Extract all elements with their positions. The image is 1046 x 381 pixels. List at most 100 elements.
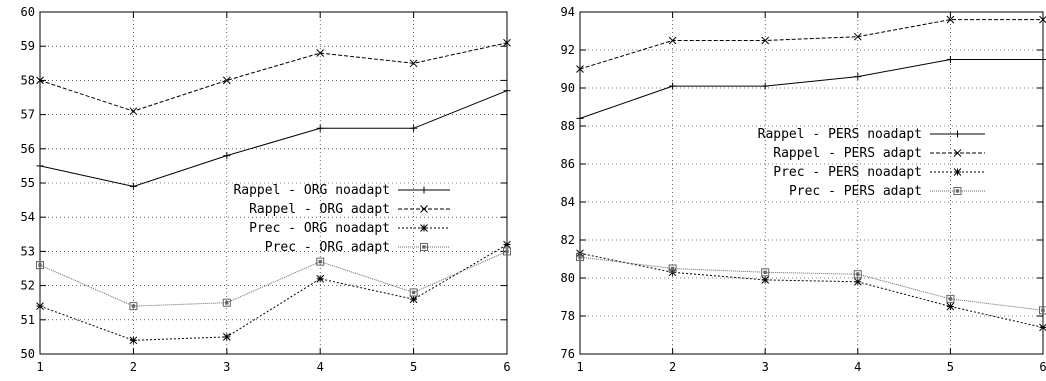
data-point <box>1039 306 1046 315</box>
y-tick-label: 59 <box>21 39 35 53</box>
legend-label: Prec - ORG adapt <box>265 240 390 255</box>
data-point <box>576 114 584 122</box>
y-tick-label: 60 <box>21 5 35 19</box>
x-tick-label: 4 <box>317 360 324 374</box>
x-tick-label: 5 <box>947 360 954 374</box>
data-point <box>222 333 231 341</box>
data-point <box>853 270 862 279</box>
chart-pers: 76 78 80 82 84 86 88 90 92 94 1 2 3 4 5 6 Rappel - PERS … <box>561 5 1046 374</box>
legend-marker <box>420 224 428 232</box>
y-tick-label: 58 <box>21 73 35 87</box>
data-point <box>129 302 138 311</box>
data-point <box>316 49 325 57</box>
y-tick-label: 50 <box>21 347 35 361</box>
series-3 <box>576 249 1046 332</box>
y-tick-label: 88 <box>561 119 575 133</box>
x-tick-label: 2 <box>669 360 676 374</box>
y-tick-label: 90 <box>561 81 575 95</box>
x-tick-label: 1 <box>576 360 583 374</box>
legend-label: Rappel - ORG adapt <box>249 202 390 217</box>
data-point <box>576 65 584 73</box>
data-point <box>946 56 954 63</box>
data-point <box>36 261 44 270</box>
plot-frame <box>579 11 1044 355</box>
series-2 <box>36 38 511 116</box>
series-3 <box>36 240 511 345</box>
series-1 <box>576 56 1046 122</box>
series-line <box>579 59 1043 119</box>
y-tick-label: 80 <box>561 271 575 285</box>
y-tick-label: 53 <box>21 244 35 258</box>
data-point <box>223 152 231 160</box>
y-tick-label: 51 <box>21 313 35 327</box>
data-point <box>222 298 231 307</box>
data-point <box>946 15 955 24</box>
data-point <box>503 87 511 95</box>
legend-label: Rappel - PERS noadapt <box>758 127 922 142</box>
axes: 76 78 80 82 84 86 88 90 92 94 1 2 3 4 5 6 <box>561 5 1046 374</box>
y-tick-label: 52 <box>21 279 35 293</box>
legend-label: Rappel - PERS adapt <box>773 146 922 161</box>
data-point <box>503 247 511 256</box>
y-tick-label: 92 <box>561 43 575 57</box>
data-point <box>854 73 862 81</box>
data-point <box>946 294 955 303</box>
data-point <box>668 264 677 273</box>
legend-marker <box>420 186 428 194</box>
legend-marker <box>953 187 962 195</box>
series-line <box>39 42 508 112</box>
series-line <box>39 90 508 187</box>
y-tick-label: 54 <box>21 210 35 224</box>
y-tick-label: 76 <box>561 347 575 361</box>
grid <box>580 12 1043 354</box>
x-tick-label: 3 <box>762 360 769 374</box>
legend-label: Prec - PERS noadapt <box>773 165 922 180</box>
data-point <box>669 82 677 90</box>
data-point <box>222 76 231 85</box>
x-tick-label: 2 <box>130 360 137 374</box>
x-tick-label: 3 <box>223 360 230 374</box>
data-point <box>503 240 511 249</box>
legend-marker <box>420 205 428 213</box>
legend: Rappel - ORG noadapt Rappel - ORG adapt Pr… <box>233 183 450 255</box>
y-tick-label: 82 <box>561 233 575 247</box>
data-point <box>853 277 862 286</box>
y-tick-label: 56 <box>21 142 35 156</box>
data-point <box>1039 56 1046 63</box>
data-point <box>503 38 511 47</box>
y-tick-label: 86 <box>561 157 575 171</box>
legend-marker <box>953 168 962 176</box>
series-4 <box>36 247 511 311</box>
legend: Rappel - PERS noadapt Rappel - PERS adapt… <box>758 127 985 199</box>
y-tick-label: 94 <box>561 5 575 19</box>
data-point <box>316 274 325 283</box>
data-point <box>761 268 770 277</box>
x-tick-label: 5 <box>410 360 417 374</box>
series-2 <box>576 15 1046 73</box>
data-point <box>409 295 418 304</box>
data-point <box>409 288 418 297</box>
x-tick-label: 1 <box>36 360 43 374</box>
data-point <box>576 253 584 262</box>
data-point <box>668 36 677 45</box>
y-tick-label: 57 <box>21 108 35 122</box>
legend-marker <box>420 243 428 251</box>
legend-label: Rappel - ORG noadapt <box>233 183 390 198</box>
legend-marker <box>953 149 962 157</box>
data-point <box>946 302 955 311</box>
series-1 <box>36 87 511 190</box>
series-line <box>39 250 508 307</box>
data-point <box>36 76 44 85</box>
data-point <box>316 124 324 132</box>
data-point <box>129 107 138 116</box>
data-point <box>129 336 138 345</box>
data-point <box>761 82 769 90</box>
y-tick-label: 84 <box>561 195 575 209</box>
x-tick-label: 6 <box>503 360 510 374</box>
data-point <box>761 276 770 284</box>
data-point <box>36 302 44 310</box>
series-line <box>579 256 1044 311</box>
legend-label: Prec - ORG noadapt <box>249 221 390 236</box>
